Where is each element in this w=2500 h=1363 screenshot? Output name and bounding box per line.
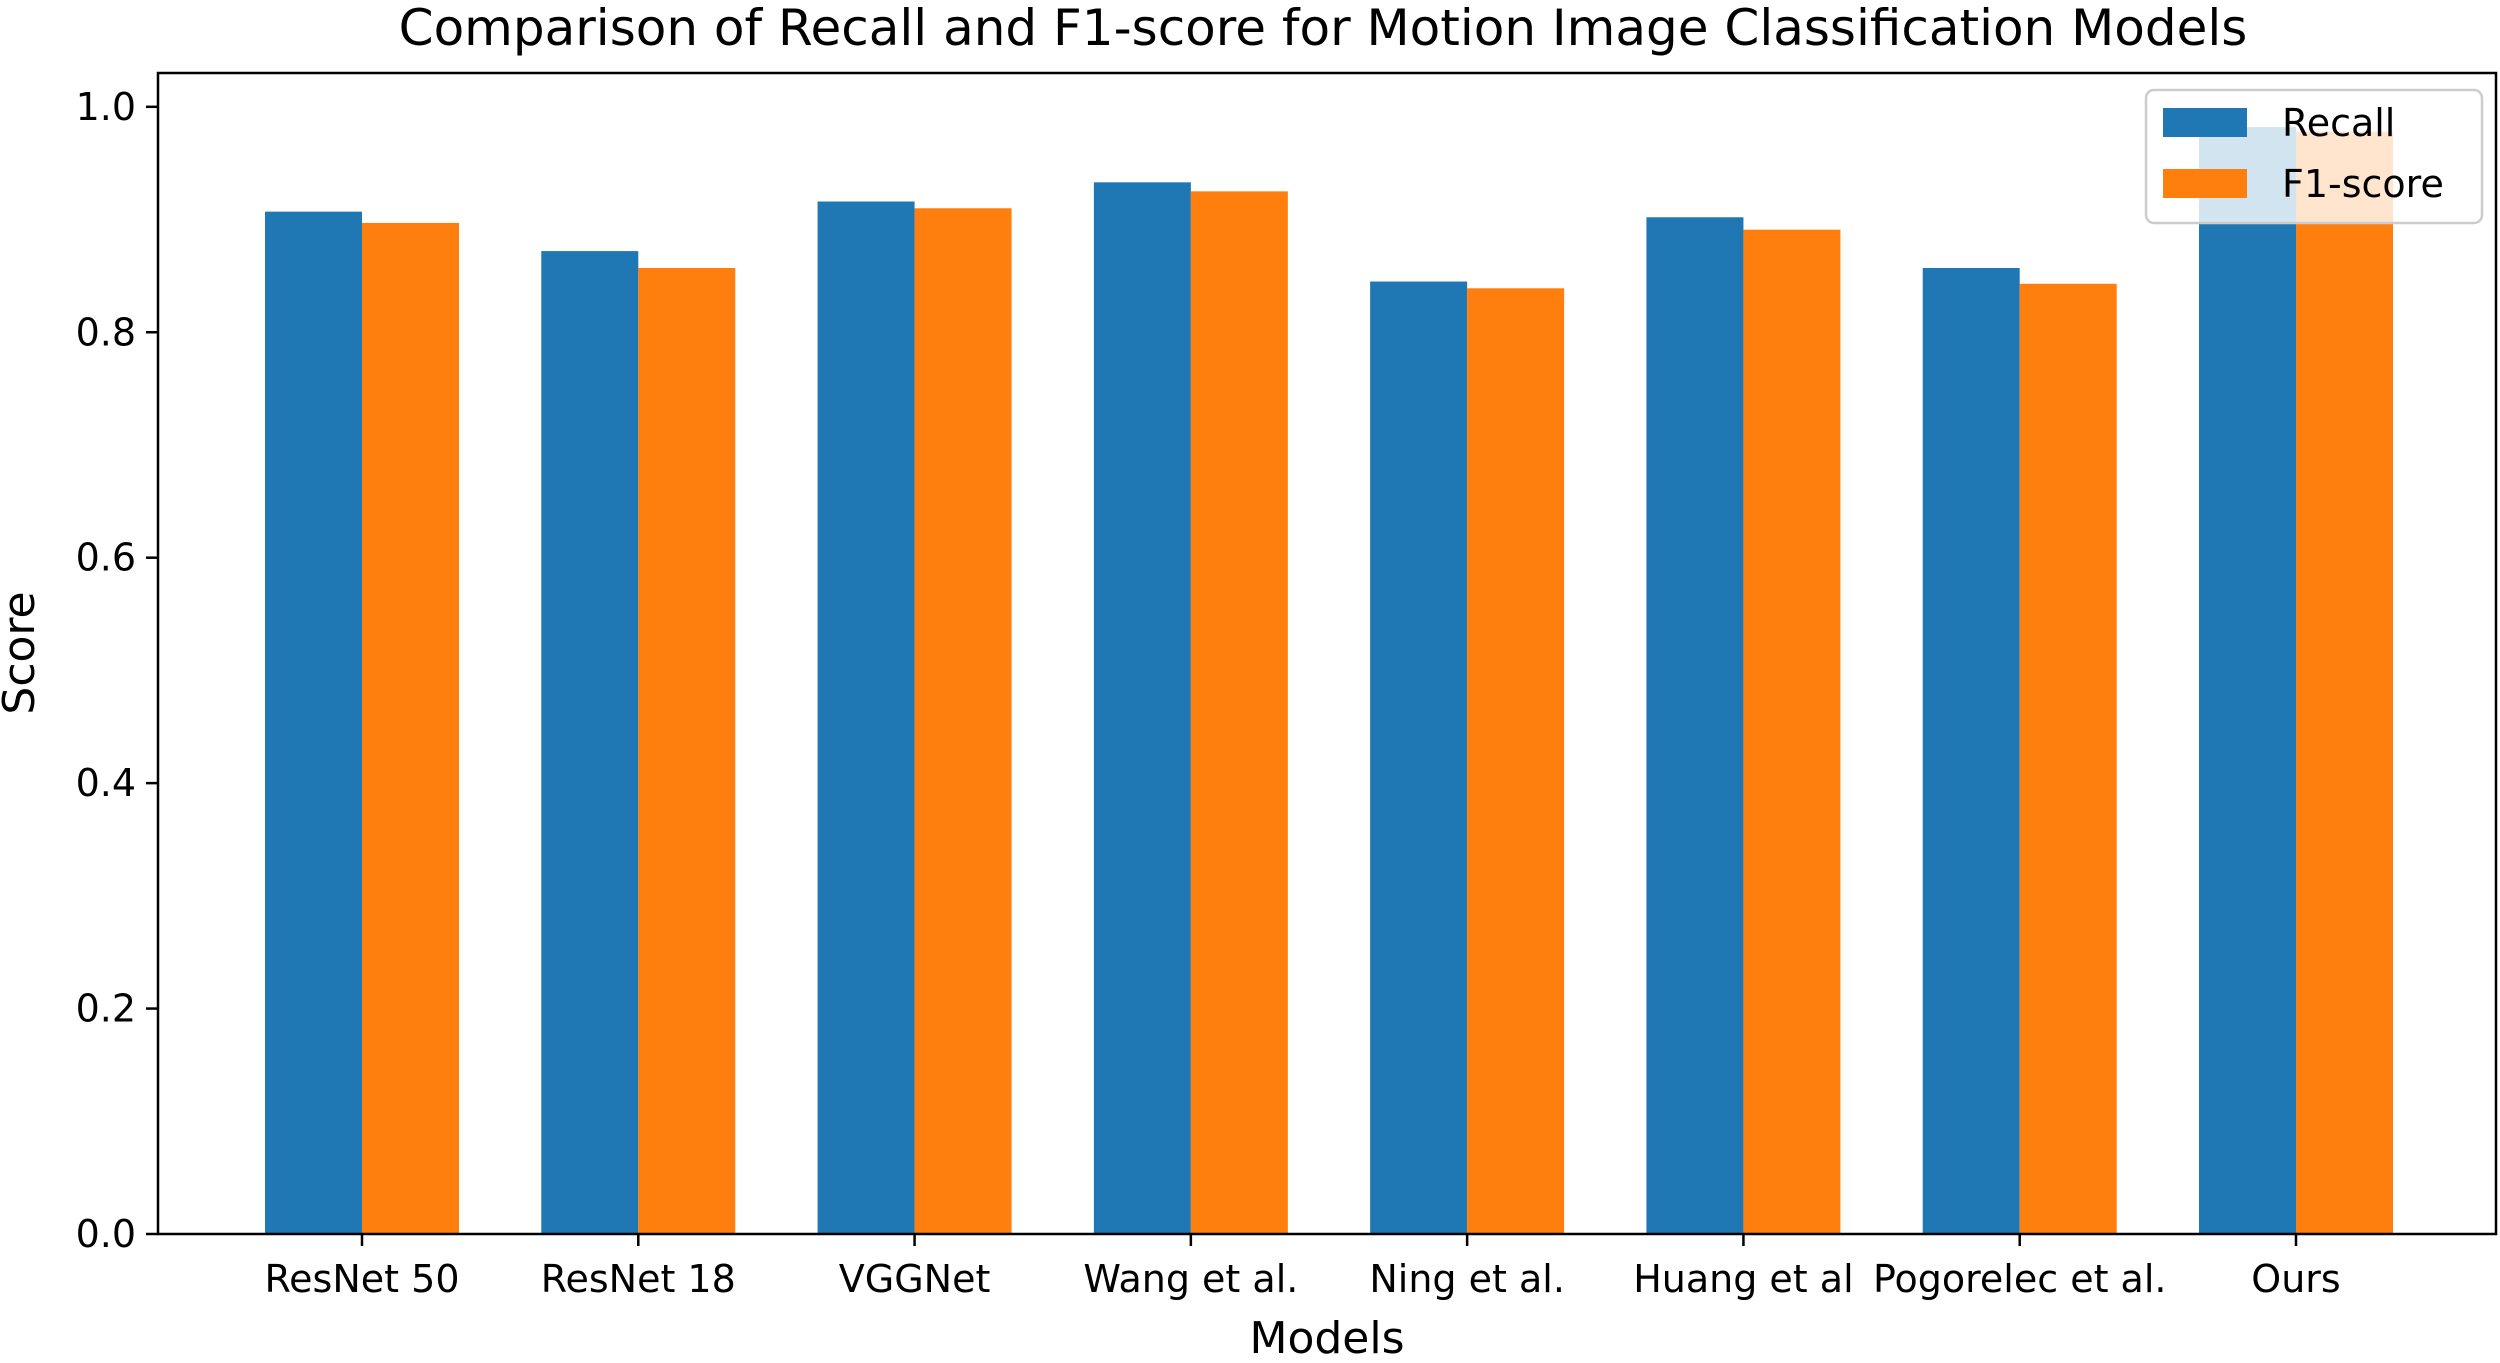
x-tick-label: ResNet 50 — [264, 1257, 459, 1301]
bar-f1-score-huang-et-al — [1743, 229, 1841, 1234]
bar-f1-score-pogorelec-et-al- — [2019, 283, 2117, 1234]
legend-label: F1-score — [2282, 162, 2444, 206]
legend-swatch-f1-score — [2163, 169, 2247, 198]
plot-frame — [156, 71, 2498, 1236]
bar-f1-score-vggnet — [914, 208, 1012, 1235]
y-tick-label: 0.8 — [76, 310, 136, 354]
legend-label: Recall — [2282, 101, 2395, 145]
bars-layer — [265, 127, 2393, 1235]
bar-recall-resnet-18 — [541, 251, 639, 1234]
y-axis-ticks: 0.0 0.2 0.4 0.6 0.8 1.0 — [76, 85, 158, 1256]
bar-recall-vggnet — [817, 201, 915, 1234]
bar-recall-huang-et-al — [1646, 217, 1744, 1235]
legend: Recall F1-score — [2144, 88, 2484, 225]
y-tick-label: 0.4 — [76, 761, 136, 805]
legend-swatch-recall — [2163, 108, 2247, 137]
y-tick-label: 0.2 — [76, 987, 136, 1031]
x-tick-label: Pogorelec et al. — [1873, 1257, 2167, 1301]
bar-recall-ning-et-al- — [1370, 281, 1468, 1234]
bar-recall-resnet-50 — [265, 211, 362, 1235]
x-tick-label: Ours — [2251, 1257, 2340, 1301]
y-tick-label: 1.0 — [76, 85, 136, 129]
bar-f1-score-resnet-18 — [638, 268, 736, 1234]
x-axis-ticks: ResNet 50 ResNet 18 VGGNet Wang et al. Ning … — [264, 1234, 2341, 1301]
y-axis-label: Score — [0, 591, 45, 714]
bar-recall-wang-et-al- — [1093, 182, 1191, 1234]
chart-title: Comparison of Recall and F1-score for Mo… — [399, 0, 2248, 57]
x-tick-label: VGGNet — [839, 1257, 991, 1301]
bar-f1-score-resnet-50 — [362, 222, 459, 1234]
bar-f1-score-wang-et-al- — [1190, 191, 1288, 1234]
y-tick-label: 0.6 — [76, 536, 136, 580]
x-tick-label: Wang et al. — [1083, 1257, 1298, 1301]
axes-layer — [156, 71, 2498, 1236]
bar-f1-score-ours — [2296, 131, 2393, 1235]
x-axis-label: Models — [1249, 1313, 1404, 1358]
y-tick-label: 0.0 — [76, 1212, 136, 1256]
x-tick-label: Ning et al. — [1369, 1257, 1565, 1301]
bar-recall-ours — [2199, 127, 2296, 1234]
bar-recall-pogorelec-et-al- — [1922, 268, 2020, 1234]
bar-f1-score-ning-et-al- — [1467, 288, 1565, 1234]
x-tick-label: ResNet 18 — [541, 1257, 736, 1301]
x-tick-label: Huang et al — [1633, 1257, 1853, 1301]
